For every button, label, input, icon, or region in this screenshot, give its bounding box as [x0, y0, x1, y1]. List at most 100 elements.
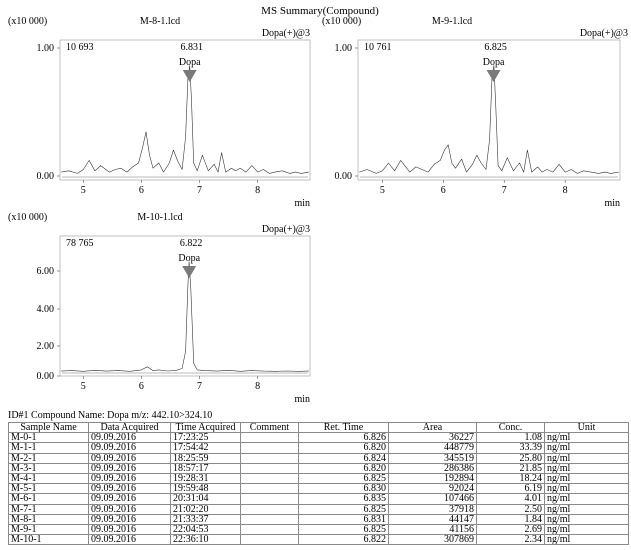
table-cell: M-7-1: [8, 503, 89, 515]
table-cell: 09.09.2016: [88, 452, 171, 464]
compound-line: ID#1 Compound Name: Dopa m/z: 442.10>324…: [8, 410, 213, 421]
table-cell: [240, 462, 299, 475]
table-cell: 22:36:10: [170, 534, 241, 546]
table-cell: 21:02:20: [170, 503, 241, 515]
plot-area: [357, 39, 621, 181]
table-cell: 2.34: [476, 534, 545, 546]
y-scale-label: (x10 000): [8, 16, 47, 27]
chart-title: M-9-1.lcd: [432, 16, 472, 27]
table-cell: 345519: [388, 452, 477, 464]
table-row: M-0-1 09.09.2016 17:23:25 6.826 36227 1.08 ng/…: [8, 432, 629, 444]
table-cell: 1.08: [476, 432, 545, 444]
table-cell: 192894: [388, 473, 477, 485]
table-cell: 41156: [388, 524, 477, 536]
peak-name: Dopa: [483, 57, 505, 68]
table-cell: [240, 513, 299, 526]
table-cell: 307869: [388, 534, 477, 546]
peak-area-label: 78 765: [66, 238, 94, 249]
chromatogram-trace: [61, 65, 309, 174]
table-cell: M-8-1: [8, 513, 89, 526]
y-tick-label: 2.00: [37, 341, 55, 352]
x-tick-label: 6: [139, 185, 144, 196]
table-cell: 18:57:17: [170, 462, 241, 475]
table-cell: 6.19: [476, 483, 545, 495]
table-cell: [240, 524, 299, 536]
x-tick-label: 7: [197, 381, 202, 392]
table-cell: 09.09.2016: [88, 513, 171, 526]
table-cell: 286386: [388, 462, 477, 475]
table-cell: 17:23:25: [170, 432, 241, 444]
table-cell: ng/ml: [544, 473, 629, 485]
table-body: M-0-1 09.09.2016 17:23:25 6.826 36227 1.08 ng/…: [8, 432, 629, 546]
x-tick-label: 5: [380, 185, 385, 196]
table-cell: ng/ml: [544, 534, 629, 546]
peak-retention-time: 6.831: [180, 42, 203, 53]
table-cell: M-3-1: [8, 462, 89, 475]
peak-marker-icon: [182, 70, 197, 82]
table-cell: ng/ml: [544, 503, 629, 515]
x-tick-label: 7: [197, 185, 202, 196]
peak-marker-icon: [182, 266, 197, 278]
table-cell: 18.24: [476, 473, 545, 485]
table-cell: 6.825: [298, 503, 389, 515]
table-row: M-5-1 09.09.2016 19:59:48 6.830 92024 6.19 ng/…: [8, 483, 629, 495]
table-cell: 6.835: [298, 493, 389, 505]
table-cell: 25.80: [476, 452, 545, 464]
table-cell: 6.820: [298, 462, 389, 475]
table-cell: 107466: [388, 493, 477, 505]
table-cell: 6.822: [298, 534, 389, 546]
column-header: Comment: [240, 421, 299, 434]
peak-retention-time: 6.825: [484, 42, 507, 53]
table-cell: 1.84: [476, 513, 545, 526]
y-tick-label: 0.00: [37, 371, 55, 382]
table-cell: 6.824: [298, 452, 389, 464]
table-cell: M-9-1: [8, 524, 89, 536]
table-cell: 2.69: [476, 524, 545, 536]
x-tick-label: 8: [563, 185, 568, 196]
y-scale-label: (x10 000): [322, 16, 361, 27]
y-tick-label: 4.00: [37, 304, 55, 315]
column-header: Sample Name: [8, 421, 89, 434]
x-tick-label: 5: [81, 185, 86, 196]
table-cell: [240, 452, 299, 464]
table-row: M-9-1 09.09.2016 22:04:53 6.825 41156 2.69 ng/…: [8, 524, 629, 536]
chromatogram-trace: [61, 261, 309, 372]
channel-label: Dopa(+)@3: [580, 28, 628, 39]
table-cell: ng/ml: [544, 493, 629, 505]
table-cell: 09.09.2016: [88, 493, 171, 505]
table-cell: 09.09.2016: [88, 503, 171, 515]
peak-area-label: 10 761: [364, 42, 392, 53]
plot-area: [59, 235, 311, 377]
table-cell: [240, 473, 299, 485]
x-tick-label: 8: [255, 381, 260, 392]
table-cell: 6.831: [298, 513, 389, 526]
table-cell: 2.50: [476, 503, 545, 515]
table-cell: ng/ml: [544, 462, 629, 475]
table-cell: 09.09.2016: [88, 432, 171, 444]
column-header: Data Acquired: [88, 421, 171, 434]
table-cell: M-0-1: [8, 432, 89, 444]
table-cell: 18:25:59: [170, 452, 241, 464]
table-cell: 6.825: [298, 473, 389, 485]
table-cell: M-1-1: [8, 442, 89, 454]
table-cell: M-6-1: [8, 493, 89, 505]
y-tick-label: 1.00: [37, 43, 55, 54]
y-tick-label: 0.00: [335, 171, 353, 182]
column-header: Area: [388, 421, 477, 434]
table-cell: ng/ml: [544, 513, 629, 526]
table-cell: [240, 493, 299, 505]
table-row: M-7-1 09.09.2016 21:02:20 6.825 37918 2.50 ng/…: [8, 503, 629, 515]
table-row: M-4-1 09.09.2016 19:28:31 6.825 192894 18.24 n…: [8, 473, 629, 485]
table-cell: ng/ml: [544, 452, 629, 464]
table-cell: [240, 503, 299, 515]
x-tick-label: 7: [502, 185, 507, 196]
table-cell: 21:33:37: [170, 513, 241, 526]
peak-name: Dopa: [178, 253, 200, 264]
y-tick-label: 1.00: [335, 43, 353, 54]
peak-marker-icon: [486, 70, 501, 82]
table-cell: 17:54:42: [170, 442, 241, 454]
y-tick-label: 0.00: [37, 171, 55, 182]
table-cell: [240, 432, 299, 444]
x-tick-label: 8: [255, 185, 260, 196]
